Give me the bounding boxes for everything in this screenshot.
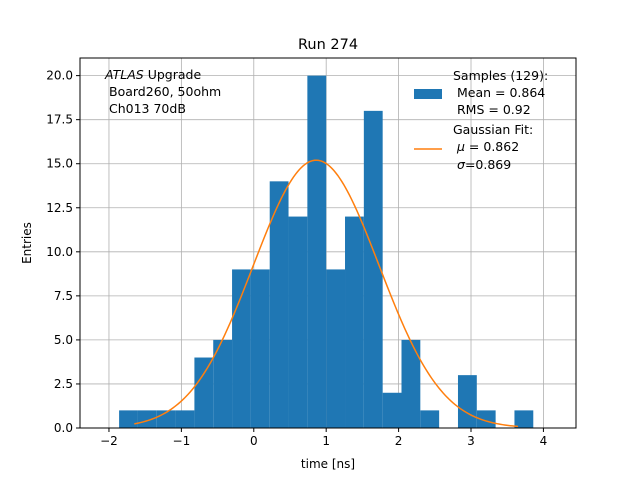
x-axis-ticks: −2 −1 0 1 2 3 4 xyxy=(100,428,547,448)
y-axis-label: Entries xyxy=(20,222,34,264)
legend-samples-title: Samples (129): xyxy=(453,68,548,83)
histogram-bars xyxy=(119,75,534,428)
gaussian-fit-curve xyxy=(134,159,519,428)
annotation-line-3: Ch013 70dB xyxy=(109,101,186,116)
x-tick-label: 4 xyxy=(540,434,548,448)
y-tick-label: 5.0 xyxy=(54,333,73,347)
x-tick-label: 0 xyxy=(250,434,258,448)
y-tick-label: 15.0 xyxy=(46,157,73,171)
y-tick-label: 10.0 xyxy=(46,245,73,259)
y-tick-label: 0.0 xyxy=(54,421,73,435)
y-tick-label: 12.5 xyxy=(46,201,73,215)
legend-mu-value: = 0.862 xyxy=(465,139,519,154)
histogram-bar xyxy=(213,339,233,428)
chart-title: Run 274 xyxy=(298,37,358,53)
histogram-bar xyxy=(326,269,346,428)
legend-samples-mean: Mean = 0.864 xyxy=(457,85,545,100)
histogram-bar xyxy=(476,410,496,428)
histogram-bar xyxy=(307,75,327,428)
y-tick-label: 20.0 xyxy=(46,69,73,83)
histogram-bar xyxy=(250,269,270,428)
histogram-bar xyxy=(137,410,157,428)
annotation-atlas: ATLAS xyxy=(104,67,144,82)
histogram-bar xyxy=(457,375,477,428)
x-tick-label: 1 xyxy=(322,434,330,448)
histogram-bar xyxy=(288,216,308,428)
x-tick-label: −2 xyxy=(100,434,118,448)
histogram-bar xyxy=(269,181,289,428)
plot-frame xyxy=(79,57,577,429)
histogram-bar xyxy=(382,392,402,428)
legend-mu-symbol: μ xyxy=(456,139,465,154)
legend-samples-rms: RMS = 0.92 xyxy=(457,102,531,117)
legend-sigma-value: =0.869 xyxy=(465,157,511,172)
histogram-bar xyxy=(175,410,195,428)
histogram-bar xyxy=(345,216,364,428)
histogram-bar xyxy=(363,110,383,428)
x-axis-label: time [ns] xyxy=(301,457,355,471)
y-tick-label: 17.5 xyxy=(46,113,73,127)
x-tick-label: −1 xyxy=(173,434,191,448)
annotation-line-2: Board260, 50ohm xyxy=(109,84,221,99)
legend-fit-title: Gaussian Fit: xyxy=(453,122,533,137)
y-axis-ticks: 0.0 2.5 5.0 7.5 10.0 12.5 15.0 17.5 20.0 xyxy=(46,69,80,435)
histogram-bar xyxy=(194,357,214,428)
legend: Samples (129): Mean = 0.864 RMS = 0.92 G… xyxy=(414,68,548,172)
legend-samples-patch xyxy=(414,89,442,99)
legend-fit-sigma: σ=0.869 xyxy=(457,157,511,172)
x-tick-label: 3 xyxy=(467,434,475,448)
histogram-bar xyxy=(119,410,138,428)
legend-fit-mu: μ = 0.862 xyxy=(456,139,519,154)
histogram-bar xyxy=(420,410,440,428)
y-tick-label: 7.5 xyxy=(54,289,73,303)
histogram-bar xyxy=(401,339,421,428)
histogram-bar xyxy=(514,410,534,428)
histogram-bar xyxy=(232,269,251,428)
annotation-upgrade: Upgrade xyxy=(144,67,202,82)
legend-sigma-symbol: σ xyxy=(457,157,466,172)
annotation-block: ATLAS Upgrade Board260, 50ohm Ch013 70dB xyxy=(104,67,221,116)
x-tick-label: 2 xyxy=(395,434,403,448)
annotation-line-1: ATLAS Upgrade xyxy=(104,67,201,82)
y-tick-label: 2.5 xyxy=(54,377,73,391)
